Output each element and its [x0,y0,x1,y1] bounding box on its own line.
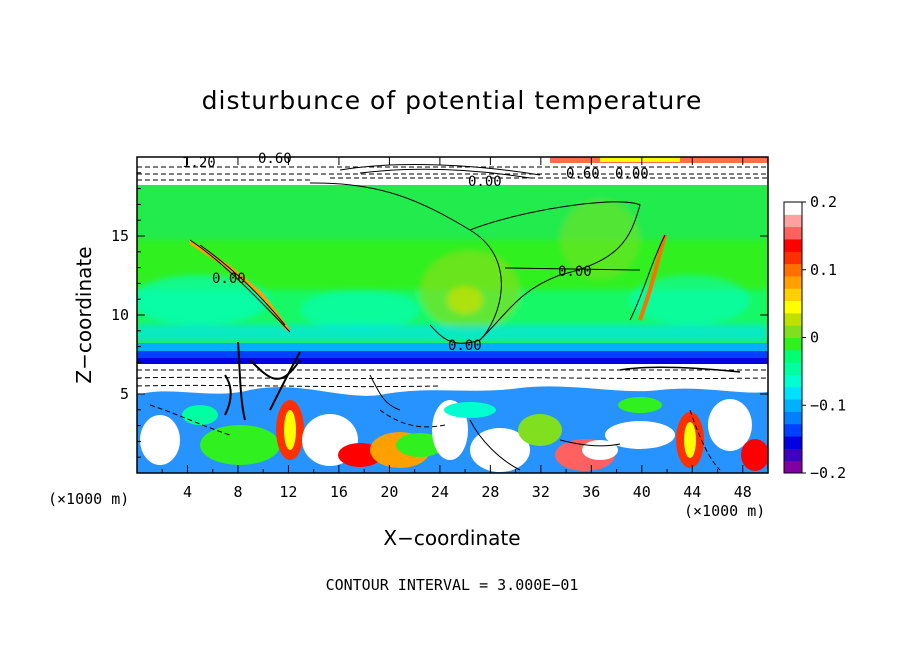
heatmap-field [137,157,768,473]
contour-label-group: 1.20 0.60 0.00 0.00 0.00 0.00 0.60 0.00 [182,151,649,354]
contour-label: 0.60 [566,166,600,182]
contour-label: 1.20 [182,155,216,171]
colorbar-swatch [784,460,802,474]
colorbar-swatch [784,374,802,388]
colorbar-swatch [784,251,802,265]
colorbar-swatch [784,423,802,437]
boundary-layer-blobs [137,386,768,473]
colorbar: 0.2 0.1 0 −0.1 −0.2 [783,193,846,482]
x-tick-label: 48 [734,483,752,501]
colorbar-swatch [784,411,802,425]
x-tick-label: 36 [582,483,600,501]
x-tick-label: 24 [431,483,449,501]
colorbar-tick-label: 0.1 [810,261,837,279]
x-tick-label: 32 [532,483,550,501]
colorbar-swatch [784,436,802,449]
z-unit-label: (×1000 m) [48,490,130,508]
contour-label: 0.00 [448,338,482,354]
colorbar-tick-label: −0.2 [810,464,846,482]
contour-lines [137,164,768,471]
colorbar-swatch [784,399,802,412]
y-axis: 5 10 15 [111,172,768,458]
x-tick-label: 28 [481,483,499,501]
colorbar-tick-label: 0 [810,329,819,347]
colorbar-swatch [784,448,802,462]
colorbar-swatch [784,337,802,351]
x-tick-label: 40 [633,483,651,501]
x-tick-label: 44 [683,483,701,501]
colorbar-swatch [784,325,802,338]
colorbar-swatch [784,263,802,277]
y-tick-label: 15 [111,227,129,245]
contour-label: 0.00 [468,174,502,190]
colorbar-swatch [784,202,802,215]
x-tick-label: 4 [183,483,192,501]
colorbar-swatch [784,362,802,375]
colorbar-swatch [784,288,802,302]
y-axis-title: Z−coordinate [72,246,96,384]
colorbar-swatch [784,238,802,252]
x-tick-label: 8 [233,483,242,501]
colorbar-tick-label: −0.1 [810,396,846,414]
contour-label: 0.00 [212,271,246,287]
colorbar-tick-label: 0.2 [810,193,837,211]
colorbar-swatch [784,300,802,314]
colorbar-swatch [784,386,802,400]
colorbar-swatch [784,349,802,363]
contour-interval-note: CONTOUR INTERVAL = 3.000E−01 [325,576,579,594]
contour-label: 0.00 [558,264,592,280]
x-tick-label: 12 [279,483,297,501]
x-axis-title: X−coordinate [383,526,521,550]
colorbar-swatch [784,275,802,289]
contour-label: 0.00 [615,166,649,182]
colorbar-swatch [784,312,802,326]
x-tick-label: 16 [330,483,348,501]
x-unit-label: (×1000 m) [684,502,766,520]
contour-label: 0.60 [258,151,292,167]
y-tick-label: 5 [120,385,129,403]
chart-title: disturbunce of potential temperature [201,86,703,115]
colorbar-swatch [784,226,802,240]
x-axis: 4 8 12 16 20 24 28 32 36 40 44 48 [161,157,752,501]
colorbar-swatch [784,214,802,228]
x-tick-label: 20 [380,483,398,501]
y-tick-label: 10 [111,306,129,324]
